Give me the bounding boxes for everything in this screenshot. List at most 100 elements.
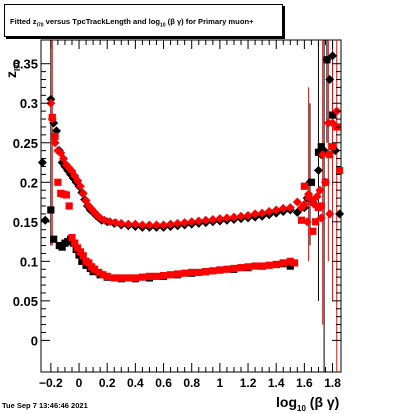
diamond-marker xyxy=(257,208,267,218)
y-axis-label-main: z xyxy=(3,71,19,78)
square-marker xyxy=(258,262,266,270)
square-marker xyxy=(328,111,337,119)
square-marker xyxy=(62,191,70,199)
x-tick-label: 1.6 xyxy=(296,376,313,390)
square-marker xyxy=(74,244,82,252)
x-tick-label: 1.2 xyxy=(240,376,257,390)
square-marker xyxy=(216,266,224,274)
diamond-marker xyxy=(194,216,204,226)
square-marker xyxy=(297,216,306,224)
square-marker xyxy=(272,260,280,269)
diamond-marker xyxy=(173,218,183,228)
y-tick-label: 0.35 xyxy=(13,57,38,72)
title-text-middle: versus TpcTrackLength and log xyxy=(43,17,160,26)
square-marker xyxy=(237,264,245,272)
square-marker xyxy=(317,202,325,210)
square-marker xyxy=(323,56,331,64)
diamond-marker xyxy=(46,98,56,108)
x-tick-label: 1.4 xyxy=(268,376,285,390)
square-marker xyxy=(312,218,320,226)
diamond-marker xyxy=(299,199,309,209)
diamond-marker xyxy=(271,205,281,215)
square-marker xyxy=(138,273,147,281)
diamond-marker xyxy=(222,213,232,223)
square-marker xyxy=(202,268,210,276)
y-tick-label: 0.15 xyxy=(13,215,38,230)
square-marker xyxy=(54,178,62,186)
square-marker xyxy=(85,259,93,267)
square-marker xyxy=(152,272,161,280)
diamond-marker xyxy=(278,203,288,213)
y-tick-label: 0 xyxy=(31,333,38,348)
square-marker xyxy=(103,272,111,280)
diamond-marker xyxy=(187,217,197,227)
diamond-marker xyxy=(264,207,274,217)
x-tick-label: −0.2 xyxy=(39,376,63,390)
title-text-end: (β γ) for Primary muon+ xyxy=(165,17,254,26)
y-tick-label: 0.05 xyxy=(13,294,38,309)
y-axis-label-subscript: I70 xyxy=(12,59,22,71)
square-marker xyxy=(145,272,154,280)
axis-ticks: −0.2 0 0.2 0.4 0.6 0.8 1 1.2 1.4 1.6 1.8 0 0.05 0.1 0.… xyxy=(13,40,341,390)
title-subscript: I70 xyxy=(36,22,44,29)
square-marker xyxy=(230,264,238,273)
square-marker xyxy=(65,202,73,210)
diamond-marker xyxy=(318,150,328,160)
diamond-marker xyxy=(325,75,335,85)
diamond-marker xyxy=(59,154,69,164)
y-tick-label: 0.25 xyxy=(13,136,38,151)
y-axis-label: zI70 xyxy=(3,60,22,78)
square-marker xyxy=(209,267,217,275)
x-tick-label: 0 xyxy=(76,376,83,390)
x-tick-label: 0.6 xyxy=(155,376,172,390)
diamond-marker xyxy=(151,220,161,230)
square-marker xyxy=(131,274,139,282)
square-marker xyxy=(195,268,203,276)
square-marker xyxy=(335,166,344,175)
x-axis-label-main: log xyxy=(276,394,297,410)
x-tick-label: 0.8 xyxy=(183,376,200,390)
square-marker xyxy=(328,143,337,151)
square-marker xyxy=(99,271,107,279)
x-tick-label: 0.4 xyxy=(127,376,144,390)
square-marker xyxy=(68,234,76,242)
square-marker xyxy=(78,257,86,265)
y-tick-label: 0.3 xyxy=(20,96,38,111)
diamond-marker xyxy=(116,218,126,228)
square-marker xyxy=(95,268,103,276)
y-tick-label: 0.1 xyxy=(20,254,38,269)
data-points xyxy=(37,51,345,283)
square-marker xyxy=(71,239,79,247)
diamond-marker xyxy=(243,210,253,220)
diamond-marker xyxy=(40,215,50,225)
diamond-marker xyxy=(166,219,176,229)
title-text-start: Fitted z xyxy=(10,17,37,26)
square-marker xyxy=(117,274,125,282)
square-marker xyxy=(51,132,59,141)
chart-title: Fitted zI70 versus TpcTrackLength and lo… xyxy=(4,4,283,37)
diamond-marker xyxy=(130,219,140,229)
x-tick-label: 1.8 xyxy=(324,376,341,390)
diamond-marker xyxy=(105,217,115,227)
square-marker xyxy=(58,243,66,251)
diamond-marker xyxy=(111,218,121,228)
square-marker xyxy=(181,269,189,277)
datestamp: Tue Sep 7 13:46:46 2021 xyxy=(2,401,88,410)
diamond-marker xyxy=(208,214,218,224)
diamond-marker xyxy=(180,218,190,228)
square-marker xyxy=(265,261,273,269)
square-marker xyxy=(110,274,118,282)
square-marker xyxy=(223,265,231,273)
diamond-marker xyxy=(78,188,88,198)
diamond-marker xyxy=(50,138,60,148)
square-marker xyxy=(251,262,259,270)
square-marker xyxy=(321,178,330,186)
diamond-marker xyxy=(315,185,325,195)
title-subscript-log: 10 xyxy=(160,22,166,29)
x-axis-label: log10 (β γ) xyxy=(276,394,339,413)
diamond-marker xyxy=(159,220,169,230)
x-tick-label: 0.2 xyxy=(99,376,116,390)
diamond-marker xyxy=(236,211,246,221)
x-axis-label-suffix: (β γ) xyxy=(305,394,340,410)
